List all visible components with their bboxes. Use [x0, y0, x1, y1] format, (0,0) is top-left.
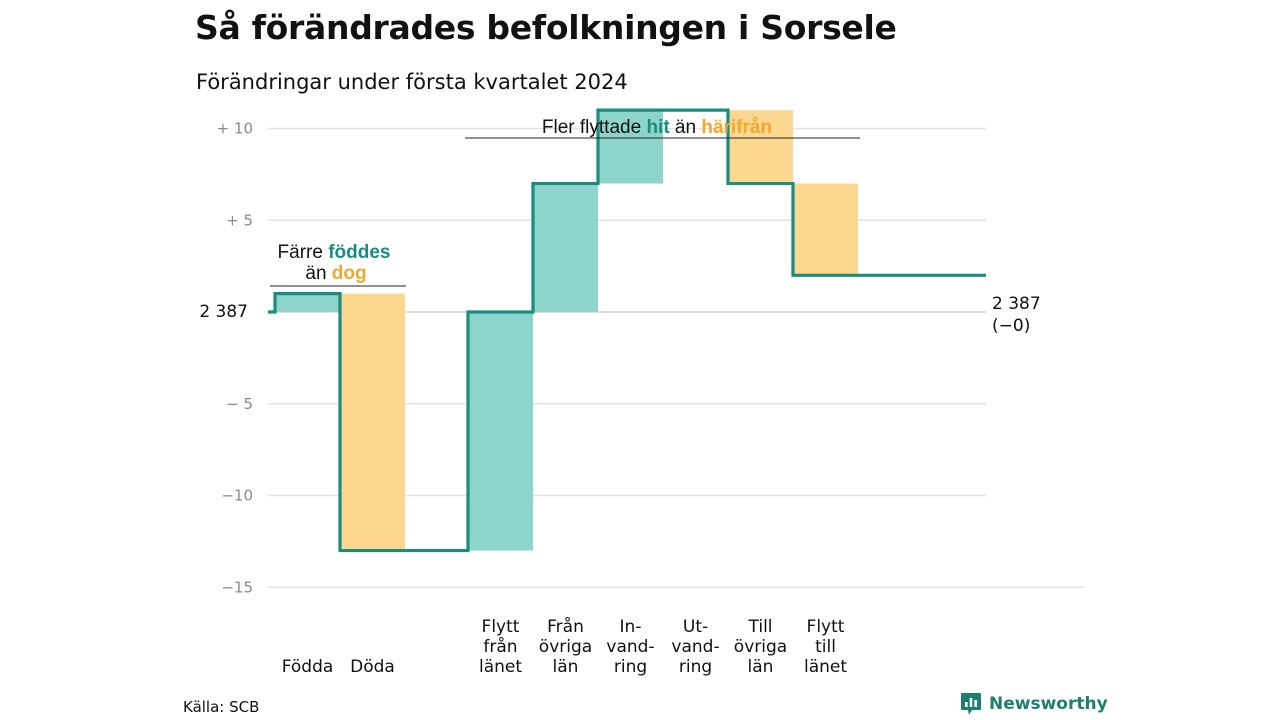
bar-till_ovriga_lan: [728, 110, 793, 184]
category-label-flytt_till_lanet: Flytt: [807, 617, 845, 637]
y-tick-baseline-label: 2 387: [199, 302, 248, 322]
bar-doda: [340, 293, 405, 551]
cumulative-step-line: [268, 108, 986, 553]
category-label-fodda: Födda: [282, 657, 334, 677]
category-label-till_ovriga_lan: Till: [747, 617, 772, 637]
annotation-migration: Fler flyttade hit än härifrån: [465, 117, 860, 139]
annotation-natural-text-d: dog: [332, 263, 367, 284]
chart-title: Så förändrades befolkningen i Sorsele: [195, 8, 897, 47]
category-labels: Födda DödaFlyttfrånlänetFrånövrigalänIn-v…: [282, 616, 848, 677]
end-label-value: 2 387: [992, 294, 1041, 314]
annotation-migration-text-c: än: [670, 117, 702, 138]
annotation-migration-text-b: hit: [646, 117, 670, 138]
category-label-fran_ovriga_lan: län: [553, 657, 579, 677]
bar-fran_ovriga_lan: [533, 183, 598, 312]
y-tick-label: + 10: [217, 120, 253, 138]
svg-text:Färre föddes: Färre föddes: [278, 242, 391, 263]
newsworthy-logo-icon: [961, 693, 981, 715]
category-label-flytt_till_lanet: till: [815, 637, 836, 657]
y-tick-label: −15: [221, 578, 253, 596]
bar-flytt_fran_lanet: [468, 312, 533, 551]
end-label-change: (−0): [992, 316, 1030, 336]
bar-invandring: [598, 110, 663, 184]
y-axis-ticks: + 10 + 5 2 387 − 5 −10 −15: [199, 120, 253, 597]
category-label-till_ovriga_lan: övriga: [734, 637, 787, 657]
category-label-fran_ovriga_lan: övriga: [539, 637, 592, 657]
category-label-flytt_fran_lanet: Flytt: [482, 617, 520, 637]
bars: [275, 110, 858, 551]
bar-flytt_till_lanet: [793, 183, 858, 276]
brand-name: Newsworthy: [989, 694, 1108, 714]
annotation-natural-text-c: än: [305, 263, 331, 284]
svg-text:Fler flyttade hit än härifrån: Fler flyttade hit än härifrån: [542, 117, 772, 138]
bar-fodda: [275, 293, 340, 312]
category-label-invandring: vand-: [606, 637, 654, 657]
category-label-utvandring: Ut-: [683, 617, 708, 637]
category-label-invandring: ring: [614, 657, 647, 677]
category-label-doda: Döda: [350, 657, 395, 677]
annotation-natural-text-a: Färre: [278, 242, 329, 263]
svg-text:än dog: än dog: [305, 263, 366, 284]
category-label-utvandring: vand-: [671, 637, 719, 657]
source-note: Källa: SCB: [183, 698, 260, 716]
category-label-flytt_till_lanet: länet: [804, 657, 847, 677]
annotation-migration-text-d: härifrån: [701, 117, 772, 138]
step-line: [268, 108, 986, 553]
category-label-invandring: In-: [620, 617, 642, 637]
annotation-natural: Färre föddes än dog: [270, 242, 406, 287]
category-label-flytt_fran_lanet: från: [483, 636, 517, 657]
y-tick-label: −10: [221, 487, 253, 505]
category-label-till_ovriga_lan: län: [748, 657, 774, 677]
chart-subtitle: Förändringar under första kvartalet 2024: [196, 70, 628, 94]
brand-logo: Newsworthy: [960, 692, 1108, 716]
end-label: 2 387 (−0): [992, 294, 1041, 336]
y-tick-label: + 5: [226, 211, 253, 229]
annotation-natural-text-b: föddes: [328, 242, 390, 263]
category-label-flytt_fran_lanet: länet: [479, 657, 522, 677]
category-label-fran_ovriga_lan: Från: [547, 616, 584, 637]
y-tick-label: − 5: [226, 395, 253, 413]
category-label-utvandring: ring: [679, 657, 712, 677]
annotation-migration-text-a: Fler flyttade: [542, 117, 647, 138]
